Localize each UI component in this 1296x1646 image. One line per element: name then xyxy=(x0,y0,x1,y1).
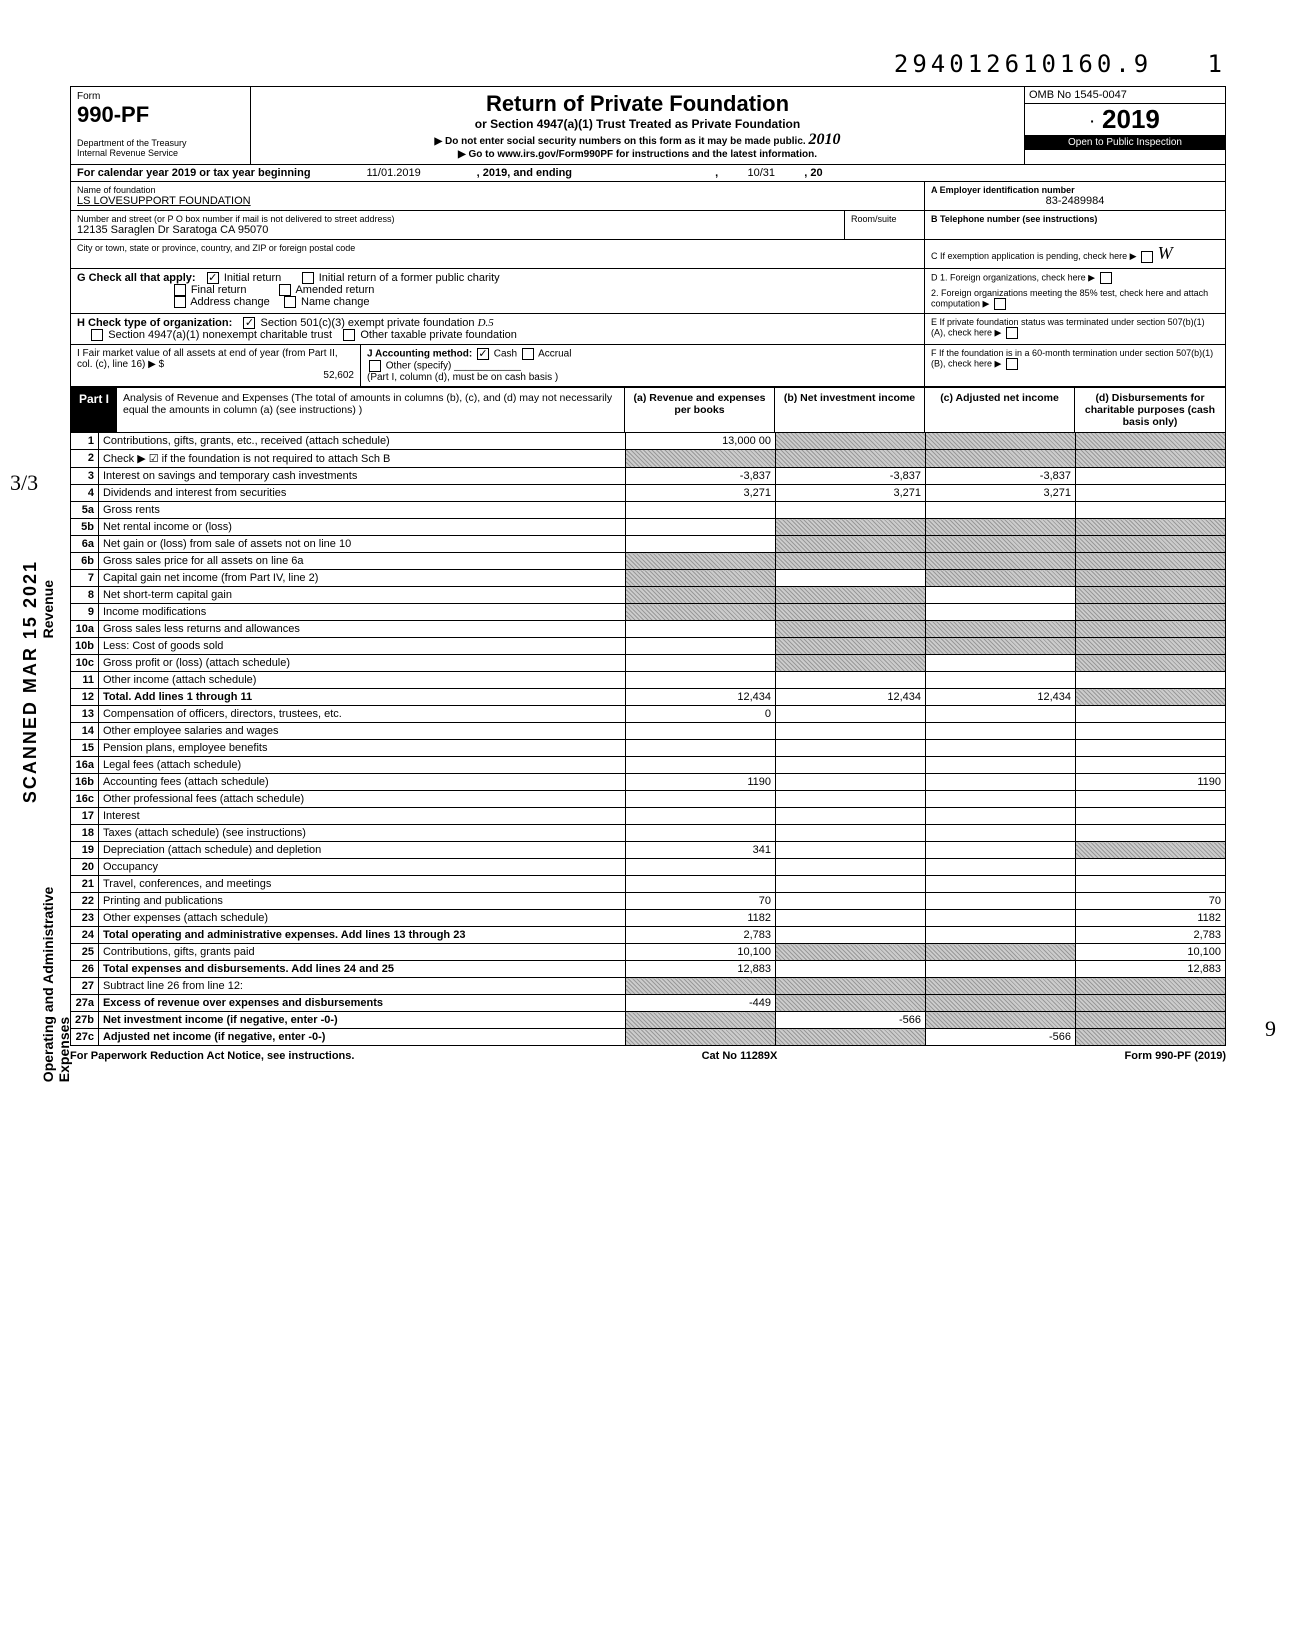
line-16b: 16b Accounting fees (attach schedule) 11… xyxy=(71,774,1226,791)
line-12: 12 Total. Add lines 1 through 11 12,434 … xyxy=(71,689,1226,706)
chk-d1[interactable] xyxy=(1100,272,1112,284)
ssn-note: Do not enter social security numbers on … xyxy=(261,131,1014,149)
line-6a: 6a Net gain or (loss) from sale of asset… xyxy=(71,536,1226,553)
line-26: 26 Total expenses and disbursements. Add… xyxy=(71,961,1226,978)
chk-other-tax[interactable] xyxy=(343,329,355,341)
hand-year: 2010 xyxy=(808,131,840,148)
i-f-row: I Fair market value of all assets at end… xyxy=(70,345,1226,387)
line-19: 19 Depreciation (attach schedule) and de… xyxy=(71,842,1226,859)
margin-hand-left: 3/3 xyxy=(10,470,38,496)
line-13: 13 Compensation of officers, directors, … xyxy=(71,706,1226,723)
form-subtitle: or Section 4947(a)(1) Trust Treated as P… xyxy=(261,117,1014,131)
chk-d2[interactable] xyxy=(994,298,1006,310)
page-footer: For Paperwork Reduction Act Notice, see … xyxy=(70,1046,1226,1062)
line-4: 4 Dividends and interest from securities… xyxy=(71,485,1226,502)
chk-501c3[interactable] xyxy=(243,317,255,329)
form-title: Return of Private Foundation xyxy=(261,91,1014,117)
name-row: Name of foundation LS LOVESUPPORT FOUNDA… xyxy=(70,182,1226,211)
line-6b: 6b Gross sales price for all assets on l… xyxy=(71,553,1226,570)
chk-accrual[interactable] xyxy=(522,348,534,360)
oae-tab: Operating and Administrative Expenses xyxy=(40,870,72,1082)
chk-name-change[interactable] xyxy=(284,296,296,308)
part1-desc: Analysis of Revenue and Expenses (The to… xyxy=(117,388,625,432)
form-header: Form 990-PF Department of the Treasury I… xyxy=(70,86,1226,165)
part1-table: 1 Contributions, gifts, grants, etc., re… xyxy=(70,433,1226,1046)
address: 12135 Saraglen Dr Saratoga CA 95070 xyxy=(77,224,838,236)
h-e-row: H Check type of organization: Section 50… xyxy=(70,314,1226,345)
line-11: 11 Other income (attach schedule) xyxy=(71,672,1226,689)
footer-right: Form 990-PF (2019) xyxy=(1125,1050,1226,1062)
line-18: 18 Taxes (attach schedule) (see instruct… xyxy=(71,825,1226,842)
line-27: 27 Subtract line 26 from line 12: xyxy=(71,978,1226,995)
footer-left: For Paperwork Reduction Act Notice, see … xyxy=(70,1050,354,1062)
dln-value: 294012610160.9 xyxy=(894,50,1152,78)
line-16a: 16a Legal fees (attach schedule) xyxy=(71,757,1226,774)
line-1: 1 Contributions, gifts, grants, etc., re… xyxy=(71,433,1226,450)
line-24: 24 Total operating and administrative ex… xyxy=(71,927,1226,944)
line-17: 17 Interest xyxy=(71,808,1226,825)
chk-final[interactable] xyxy=(174,284,186,296)
col-d: (d) Disbursements for charitable purpose… xyxy=(1075,388,1225,432)
chk-e[interactable] xyxy=(1006,327,1018,339)
col-b: (b) Net investment income xyxy=(775,388,925,432)
line-20: 20 Occupancy xyxy=(71,859,1226,876)
line-14: 14 Other employee salaries and wages xyxy=(71,723,1226,740)
col-c: (c) Adjusted net income xyxy=(925,388,1075,432)
scanned-stamp: SCANNED MAR 15 2021 xyxy=(20,560,41,803)
chk-addr-change[interactable] xyxy=(174,296,186,308)
line-10a: 10a Gross sales less returns and allowan… xyxy=(71,621,1226,638)
omb: OMB No 1545-0047 xyxy=(1025,87,1225,104)
line-27a: 27a Excess of revenue over expenses and … xyxy=(71,995,1226,1012)
fmv: 52,602 xyxy=(77,370,354,381)
line-8: 8 Net short-term capital gain xyxy=(71,587,1226,604)
chk-other-acct[interactable] xyxy=(369,360,381,372)
line-9: 9 Income modifications xyxy=(71,604,1226,621)
part1-header: Part I Analysis of Revenue and Expenses … xyxy=(70,387,1226,433)
line-15: 15 Pension plans, employee benefits xyxy=(71,740,1226,757)
line-27b: 27b Net investment income (if negative, … xyxy=(71,1012,1226,1029)
col-a: (a) Revenue and expenses per books xyxy=(625,388,775,432)
chk-amended[interactable] xyxy=(279,284,291,296)
margin-hand-right: 9 xyxy=(1265,1016,1276,1042)
c-checkbox[interactable] xyxy=(1141,251,1153,263)
room-label: Room/suite xyxy=(845,211,925,239)
goto-line: Go to www.irs.gov/Form990PF for instruct… xyxy=(261,149,1014,160)
line-23: 23 Other expenses (attach schedule) 1182… xyxy=(71,910,1226,927)
chk-cash[interactable] xyxy=(477,348,489,360)
line-21: 21 Travel, conferences, and meetings xyxy=(71,876,1226,893)
year: · 2019 xyxy=(1025,104,1225,135)
line-25: 25 Contributions, gifts, grants paid 10,… xyxy=(71,944,1226,961)
line-5a: 5a Gross rents xyxy=(71,502,1226,519)
irs-line: Internal Revenue Service xyxy=(77,148,244,158)
foundation-name: LS LOVESUPPORT FOUNDATION xyxy=(77,195,918,207)
city-row: City or town, state or province, country… xyxy=(70,240,1226,269)
chk-4947[interactable] xyxy=(91,329,103,341)
form-number: 990-PF xyxy=(77,102,244,128)
line-27c: 27c Adjusted net income (if negative, en… xyxy=(71,1029,1226,1046)
line-10b: 10b Less: Cost of goods sold xyxy=(71,638,1226,655)
part1-tag: Part I xyxy=(71,388,117,432)
line-16c: 16c Other professional fees (attach sche… xyxy=(71,791,1226,808)
dln: 294012610160.9 1 xyxy=(70,50,1226,78)
line-10c: 10c Gross profit or (loss) (attach sched… xyxy=(71,655,1226,672)
chk-initial[interactable] xyxy=(207,272,219,284)
ein: 83-2489984 xyxy=(931,195,1219,207)
calendar-year-line: For calendar year 2019 or tax year begin… xyxy=(70,165,1226,182)
line-22: 22 Printing and publications 70 70 xyxy=(71,893,1226,910)
line-5b: 5b Net rental income or (loss) xyxy=(71,519,1226,536)
revenue-tab: Revenue xyxy=(40,580,56,638)
footer-mid: Cat No 11289X xyxy=(702,1050,778,1062)
line-3: 3 Interest on savings and temporary cash… xyxy=(71,468,1226,485)
line-7: 7 Capital gain net income (from Part IV,… xyxy=(71,570,1226,587)
page-indicator: 1 xyxy=(1208,50,1226,78)
line-2: 2 Check ▶ ☑ if the foundation is not req… xyxy=(71,450,1226,468)
chk-f[interactable] xyxy=(1006,358,1018,370)
inspection-badge: Open to Public Inspection xyxy=(1025,135,1225,150)
g-d-row: G Check all that apply: Initial return I… xyxy=(70,269,1226,314)
dept-line: Department of the Treasury xyxy=(77,138,244,148)
chk-initial-former[interactable] xyxy=(302,272,314,284)
addr-row: Number and street (or P O box number if … xyxy=(70,211,1226,240)
